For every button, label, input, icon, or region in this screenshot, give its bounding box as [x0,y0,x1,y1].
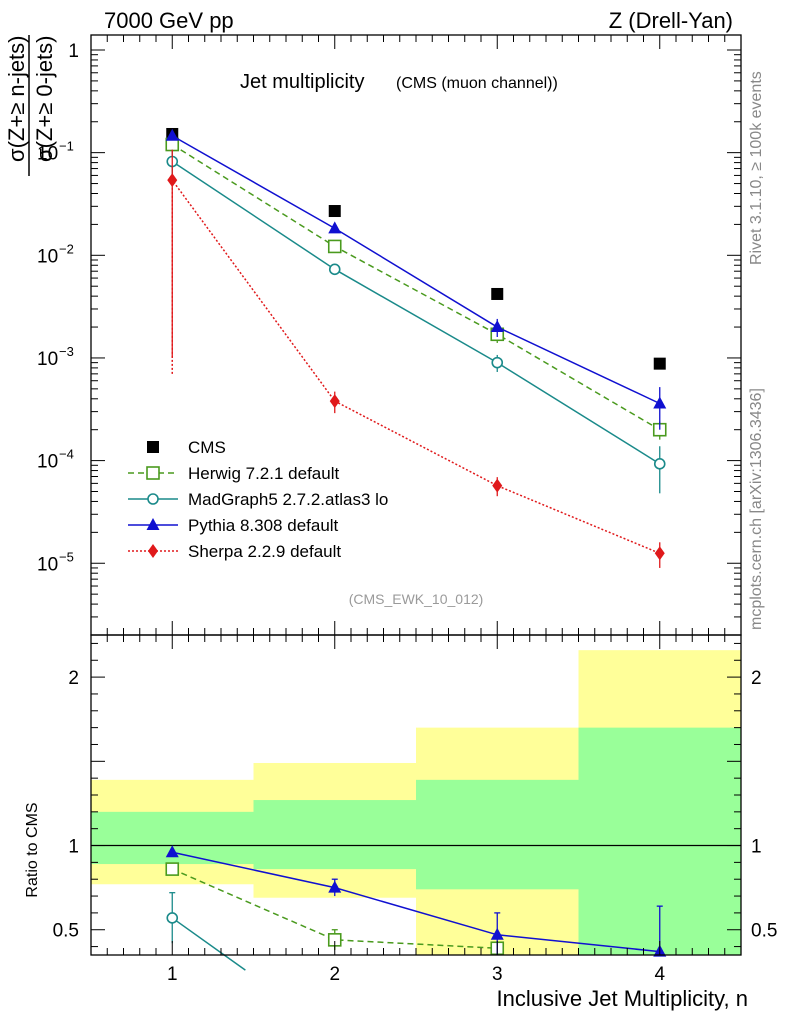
y-tick-exponent: −5 [59,549,74,564]
y-tick-exponent: −3 [59,344,74,359]
ratio-y-tick-label-right: 0.5 [751,921,777,942]
y-tick-label: 1 [68,41,79,62]
header-right: Z (Drell-Yan) [609,8,733,33]
ratio-y-label: Ratio to CMS [24,802,41,897]
chart-subtitle: (CMS (muon channel)) [396,75,558,92]
ratio-plot-area [91,650,741,971]
ratio-y-tick-label: 0.5 [53,921,79,942]
pythia-point [328,221,342,234]
pythia-point [653,396,667,409]
legend-sherpa-label: Sherpa 2.2.9 default [188,542,341,561]
ratio-y-tick-label-right: 2 [751,668,762,689]
cms-point [328,205,341,218]
legend-herwig-marker [146,466,160,480]
legend-pythia-label: Pythia 8.308 default [188,516,339,535]
ratio-madgraph5-line [171,917,246,971]
legend-herwig-label: Herwig 7.2.1 default [188,464,339,483]
legend-sherpa-marker [148,544,158,558]
ratio-herwig-point [165,862,180,876]
pythia-point [490,320,504,333]
green-band-2 [253,800,416,870]
y-tick-label: 10 [37,554,58,575]
ratio-y-tick-label-right: 1 [751,837,762,858]
y-tick-exponent: −2 [59,241,74,256]
sherpa-point [167,173,178,188]
y-tick-exponent: −1 [59,139,74,154]
cms-point [491,287,504,300]
sherpa-point [654,546,665,561]
x-tick-label: 1 [167,964,178,985]
x-axis-label: Inclusive Jet Multiplicity, n [497,986,748,1011]
ratio-y-tick-label: 2 [68,668,79,689]
ratio-pythia-point [328,880,342,893]
y-tick-label: 10 [37,144,58,165]
green-band-3 [416,779,579,890]
herwig-point [327,239,342,254]
legend-madgraph5-label: MadGraph5 2.7.2.atlas3 lo [188,490,388,509]
pythia-point [165,128,179,141]
legend-cms-marker [147,441,159,453]
cms-point [653,357,666,370]
sherpa-point [492,478,503,493]
x-tick-label: 3 [492,964,503,985]
mcplots-label: mcplots.cern.ch [arXiv:1306.3436] [748,388,765,630]
legend: CMS Herwig 7.2.1 default MadGraph5 2.7.2.a… [128,438,388,561]
main-plot-area [165,127,667,568]
x-tick-label: 2 [329,964,340,985]
chart-title: Jet multiplicity [240,71,364,93]
y-label-numerator: σ(Z+≥ n-jets) [4,36,29,163]
x-tick-label: 4 [654,964,665,985]
y-tick-exponent: −4 [59,447,74,462]
ratio-herwig-line [171,868,498,950]
madgraph5-point [653,458,666,470]
y-label-denominator: σ(Z+≥ 0-jets) [32,36,57,163]
sherpa-point [329,394,340,409]
legend-madgraph5-marker [147,493,159,505]
y-tick-label: 10 [37,246,58,267]
pythia-line [171,135,661,405]
ratio-madgraph5-point [166,912,179,924]
madgraph5-line [171,160,661,465]
header-left: 7000 GeV pp [104,8,234,33]
legend-cms-label: CMS [188,438,226,457]
rivet-label: Rivet 3.1.10, ≥ 100k events [748,71,765,265]
legend-pythia-marker [146,518,160,530]
y-tick-label: 10 [37,349,58,370]
ratio-pythia-line [172,851,660,953]
madgraph5-point [491,356,504,369]
herwig-line [171,143,661,431]
analysis-watermark: (CMS_EWK_10_012) [349,591,484,607]
y-tick-label: 10 [37,452,58,473]
ratio-pythia-point [165,845,179,858]
ratio-pythia-point [490,927,504,940]
ratio-y-tick-label: 1 [68,837,79,858]
madgraph5-point [328,263,341,276]
